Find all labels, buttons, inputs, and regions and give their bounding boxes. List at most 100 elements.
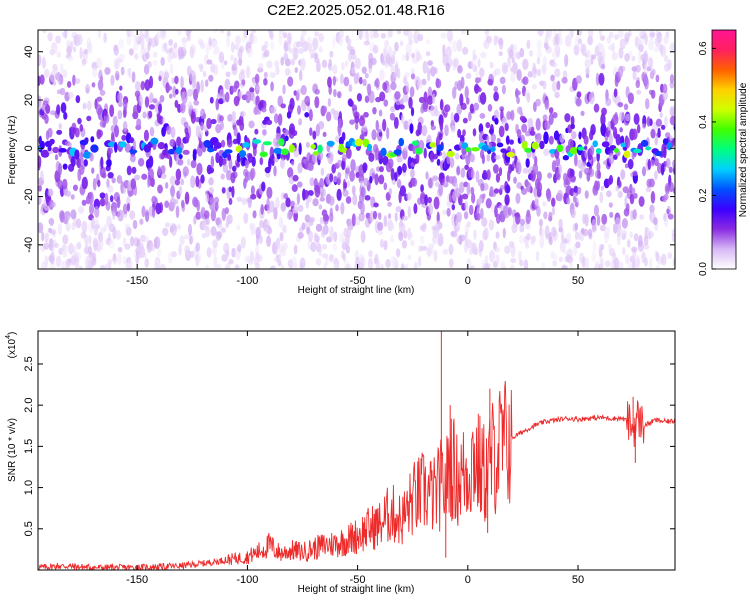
spectrogram-cell — [280, 56, 285, 66]
spectrogram-x-ticks: -150 -100 -50 0 50 — [126, 30, 584, 287]
spectrogram-cell — [157, 165, 162, 176]
spectrogram-cell — [38, 54, 42, 67]
spectrogram-cell — [633, 233, 639, 242]
spectrogram-cell — [284, 67, 291, 77]
spectrogram-cell — [631, 128, 638, 140]
spectrogram-cell — [521, 188, 528, 196]
spectrogram-cell — [383, 182, 387, 191]
spectrogram-cell — [47, 188, 54, 197]
spectrogram-cell — [148, 37, 152, 47]
spectrogram-cell — [613, 88, 618, 98]
spectrogram-cell — [478, 240, 484, 252]
spectrogram-cell — [280, 202, 287, 212]
spectrogram-cell — [660, 45, 667, 57]
spectrogram-cell — [250, 193, 257, 200]
spectrogram-cell — [113, 141, 118, 153]
snr-y-label: SNR (10 * v/v) — [7, 418, 18, 482]
spectrogram-cell — [226, 30, 231, 37]
spectrogram-cell — [329, 50, 334, 58]
spectrogram-cell — [263, 77, 268, 86]
spectrogram-cell — [104, 192, 109, 206]
spectrogram-cell — [221, 227, 226, 234]
spectrogram-cell — [169, 197, 176, 209]
spectrogram-cell — [439, 119, 444, 132]
spectrogram-cell — [296, 181, 303, 188]
spectrogram-cell — [519, 115, 527, 122]
spectrogram-cell — [663, 55, 669, 63]
spectrogram-ridge-cell — [592, 140, 598, 148]
spectrogram-cell — [312, 37, 319, 51]
spectrogram-cell — [600, 123, 607, 137]
spectrogram-cell — [124, 243, 131, 250]
spectrogram-cell — [363, 40, 371, 46]
spectrogram-cell — [267, 226, 273, 235]
spectrogram-cell — [590, 54, 594, 65]
spectrogram-cell — [429, 151, 435, 163]
spectrogram-cell — [376, 166, 381, 172]
spectrogram-cell — [418, 96, 425, 104]
spectrogram-cell — [220, 30, 225, 34]
spectrogram-cell — [383, 215, 388, 228]
spectrogram-cell — [635, 255, 640, 268]
spectrogram-cell — [148, 155, 154, 168]
spectrogram-cell — [397, 68, 401, 79]
spectrogram-cell — [395, 248, 401, 258]
spectrogram-cell — [433, 196, 440, 210]
spectrogram-cell — [596, 180, 600, 191]
spectrogram-cell — [42, 100, 49, 106]
spectrogram-cell — [333, 110, 340, 121]
spectrogram-cell — [117, 100, 123, 108]
spectrogram-ridge-cell — [398, 137, 405, 147]
spectrogram-cell — [542, 201, 547, 207]
spectrogram-cell — [121, 68, 125, 76]
spectrogram-cell — [65, 190, 72, 197]
spectrogram-cell — [597, 170, 602, 180]
spectrogram-ridge-cell — [490, 146, 496, 152]
spectrogram-cell — [608, 202, 613, 208]
spectrogram-cell — [427, 196, 432, 204]
spectrogram-cell — [205, 225, 211, 238]
spectrogram-cell — [138, 94, 143, 107]
spectrogram-cell — [251, 156, 256, 167]
spectrogram-cell — [208, 177, 214, 186]
spectrogram-cell — [577, 38, 583, 45]
spectrogram-cell — [128, 30, 133, 37]
spectrogram-cell — [476, 212, 481, 221]
spectrogram-cell — [608, 31, 614, 39]
spectrogram-ridge-cell — [481, 144, 491, 152]
spectrogram-cell — [656, 162, 662, 174]
spectrogram-cell — [385, 53, 391, 65]
spectrogram-cell — [531, 83, 538, 90]
spectrogram-cell — [368, 90, 375, 104]
spectrogram-cell — [627, 92, 634, 105]
spectrogram-cell — [329, 226, 334, 239]
spectrogram-cell — [337, 159, 342, 168]
spectrogram-cell — [511, 65, 517, 72]
spectrogram-cell — [206, 246, 212, 258]
spectrogram-cell — [83, 159, 88, 167]
spectrogram-cell — [655, 118, 663, 127]
spectrogram-cell — [584, 145, 588, 151]
spectrogram-cell — [72, 184, 78, 191]
spectrogram-cell — [420, 245, 428, 251]
spectrogram-cell — [648, 230, 655, 239]
spectrogram-cell — [179, 235, 185, 246]
spectrogram-cell — [427, 177, 434, 189]
spectrogram-cell — [592, 156, 597, 163]
spectrogram-cell — [251, 30, 257, 34]
spectrogram-ridge-cell — [162, 149, 168, 156]
spectrogram-cell — [653, 217, 658, 226]
spectrogram-cell — [400, 263, 405, 269]
spectrogram-cell — [113, 124, 120, 138]
spectrogram-cell — [536, 181, 543, 193]
spectrogram-cell — [169, 63, 174, 75]
spectrogram-cell — [212, 50, 219, 56]
spectrogram-cell — [372, 210, 378, 220]
spectrogram-cell — [269, 265, 276, 269]
spectrogram-cell — [184, 191, 190, 205]
spectrogram-cell — [139, 30, 144, 38]
spectrogram-cell — [421, 78, 427, 86]
spectrogram-cell — [472, 128, 477, 137]
spectrogram-cell — [660, 162, 665, 176]
spectrogram-cell — [439, 98, 444, 111]
